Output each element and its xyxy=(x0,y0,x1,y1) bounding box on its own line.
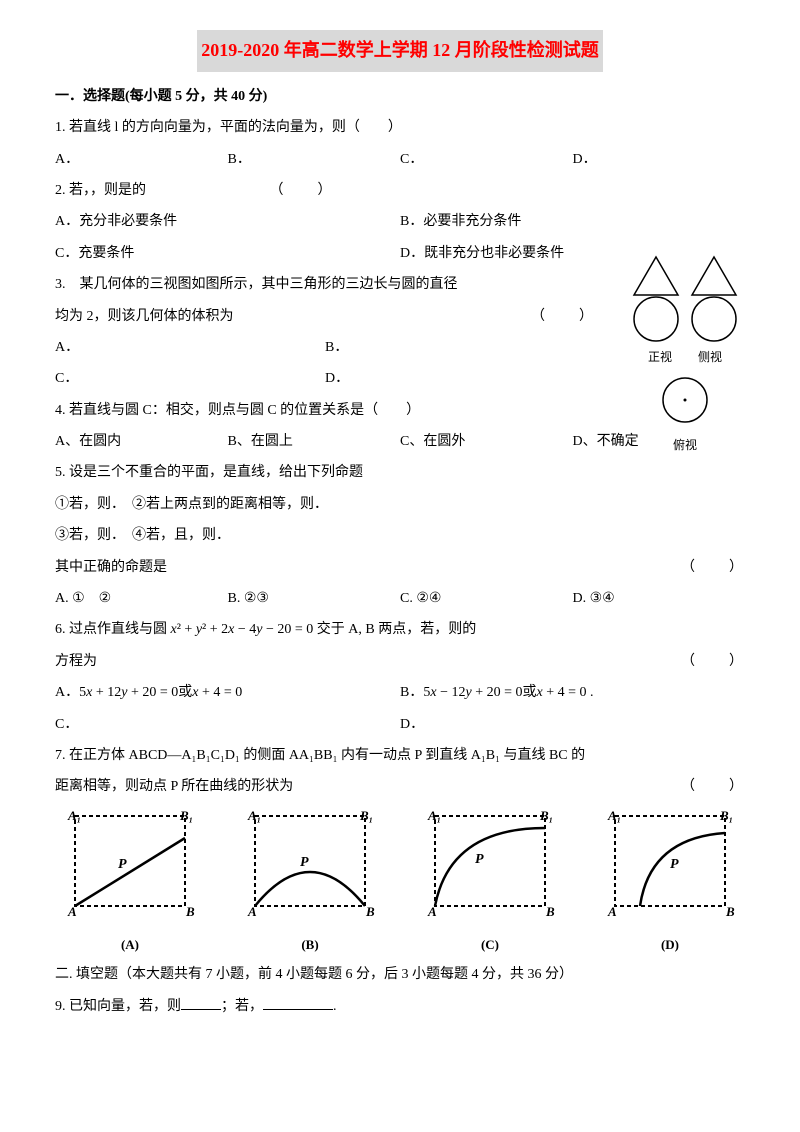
square-curve-a-icon: A₁ B₁ A B P xyxy=(60,808,200,918)
q5-line2: ①若，则． ②若上两点到的距离相等，则． xyxy=(55,490,745,519)
circle-icon xyxy=(632,295,680,343)
square-curve-c-icon: A₁ B₁ A B P xyxy=(420,808,560,918)
q3-opt-a: A． xyxy=(55,333,325,362)
svg-text:P: P xyxy=(300,855,309,870)
q2-opt-b: B．必要非充分条件 xyxy=(400,207,745,236)
q2-opt-a: A．充分非必要条件 xyxy=(55,207,400,236)
q4-opt-c: C、在圆外 xyxy=(400,427,573,456)
svg-text:A: A xyxy=(427,904,437,918)
svg-text:P: P xyxy=(118,857,127,872)
svg-text:A₁: A₁ xyxy=(67,808,81,823)
svg-text:B: B xyxy=(545,904,555,918)
page-title: 2019-2020 年高二数学上学期 12 月阶段性检测试题 xyxy=(197,30,603,72)
square-curve-d-icon: A₁ B₁ A B P xyxy=(600,808,740,918)
q2-text: 2. 若，，则是的 （ ） xyxy=(55,176,745,205)
blank-2 xyxy=(263,1009,333,1010)
svg-text:A: A xyxy=(247,904,257,918)
svg-text:B: B xyxy=(365,904,375,918)
q6-options-row2: C． D． xyxy=(55,710,745,739)
q6-opt-c: C． xyxy=(55,710,400,739)
section-1-heading: 一．选择题(每小题 5 分，共 40 分) xyxy=(55,82,745,111)
svg-text:B₁: B₁ xyxy=(719,808,733,823)
svg-text:B: B xyxy=(725,904,735,918)
q7-figures: A₁ B₁ A B P (A) A₁ B₁ A B P (B) A₁ B₁ A … xyxy=(55,808,745,959)
svg-text:A: A xyxy=(607,904,617,918)
q7-fig-d: A₁ B₁ A B P (D) xyxy=(595,808,745,959)
q5-opt-b: B. ②③ xyxy=(228,584,401,613)
svg-text:B₁: B₁ xyxy=(179,808,193,823)
q5-line1: 5. 设是三个不重合的平面，是直线，给出下列命题 xyxy=(55,458,745,487)
q1-options: A． B． C． D． xyxy=(55,145,745,174)
svg-text:B₁: B₁ xyxy=(359,808,373,823)
square-curve-b-icon: A₁ B₁ A B P xyxy=(240,808,380,918)
q5-line3: ③若，则． ④若，且，则． xyxy=(55,521,745,550)
q7-line2: 距离相等，则动点 P 所在曲线的形状为 （ ） xyxy=(55,772,745,801)
q5-opt-c: C. ②④ xyxy=(400,584,573,613)
svg-text:A₁: A₁ xyxy=(607,808,621,823)
q7-line1: 7. 在正方体 ABCD—A₁B₁C₁D₁ 的侧面 AA₁BB₁ 内有一动点 P… xyxy=(55,741,745,770)
q5-line4: 其中正确的命题是 （ ） xyxy=(55,553,745,582)
svg-text:B: B xyxy=(185,904,195,918)
q5-opt-d: D. ③④ xyxy=(573,584,746,613)
q3-options-row2: C． D． xyxy=(55,364,595,393)
q6-opt-b: B．5x − 12y + 20 = 0或x + 4 = 0 . xyxy=(400,678,745,707)
q9-text: 9. 已知向量，若，则；若，. xyxy=(55,992,745,1021)
svg-text:A₁: A₁ xyxy=(427,808,441,823)
side-view-label: 侧视 xyxy=(698,345,722,370)
q3-line1: 3. 某几何体的三视图如图所示，其中三角形的三边长与圆的直径 xyxy=(55,270,595,299)
q1-text: 1. 若直线 l 的方向向量为，平面的法向量为，则（ ） xyxy=(55,113,745,142)
q6-line1: 6. 过点作直线与圆 x² + y² + 2x − 4y − 20 = 0 交于… xyxy=(55,615,745,644)
top-view-label: 俯视 xyxy=(625,433,745,458)
svg-text:A: A xyxy=(67,904,77,918)
q5-options: A. ① ② B. ②③ C. ②④ D. ③④ xyxy=(55,584,745,613)
q5-opt-a: A. ① ② xyxy=(55,584,228,613)
q1-opt-a: A． xyxy=(55,145,228,174)
q4-opt-b: B、在圆上 xyxy=(228,427,401,456)
svg-text:P: P xyxy=(670,857,679,872)
q7-fig-c: A₁ B₁ A B P (C) xyxy=(415,808,565,959)
q3-opt-d: D． xyxy=(325,364,595,393)
q7-fig-b: A₁ B₁ A B P (B) xyxy=(235,808,385,959)
q6-opt-d: D． xyxy=(400,710,745,739)
q3-line2: 均为 2，则该几何体的体积为 （ ） xyxy=(55,302,595,331)
front-view-label: 正视 xyxy=(648,345,672,370)
q6-line2: 方程为 （ ） xyxy=(55,647,745,676)
q1-opt-d: D． xyxy=(573,145,746,174)
q6-options-row1: A．5x + 12y + 20 = 0或x + 4 = 0 B．5x − 12y… xyxy=(55,678,745,707)
q1-opt-c: C． xyxy=(400,145,573,174)
q3-opt-c: C． xyxy=(55,364,325,393)
q4-opt-a: A、在圆内 xyxy=(55,427,228,456)
triangle-icon xyxy=(690,255,738,297)
q3-opt-b: B． xyxy=(325,333,595,362)
q6-opt-a: A．5x + 12y + 20 = 0或x + 4 = 0 xyxy=(55,678,400,707)
q7-fig-a: A₁ B₁ A B P (A) xyxy=(55,808,205,959)
svg-text:B₁: B₁ xyxy=(539,808,553,823)
q2-opt-c: C．充要条件 xyxy=(55,239,400,268)
q3-options-row1: A． B． xyxy=(55,333,595,362)
blank-1 xyxy=(181,1009,221,1010)
svg-text:P: P xyxy=(475,852,484,867)
q2-options-row1: A．充分非必要条件 B．必要非充分条件 xyxy=(55,207,745,236)
three-view-figure: 正视 侧视 俯视 xyxy=(625,255,745,459)
q1-opt-b: B． xyxy=(228,145,401,174)
circle-dot-icon xyxy=(661,376,709,424)
circle-icon xyxy=(690,295,738,343)
svg-text:A₁: A₁ xyxy=(247,808,261,823)
triangle-icon xyxy=(632,255,680,297)
section-2-heading: 二. 填空题（本大题共有 7 小题，前 4 小题每题 6 分，后 3 小题每题 … xyxy=(55,960,745,989)
